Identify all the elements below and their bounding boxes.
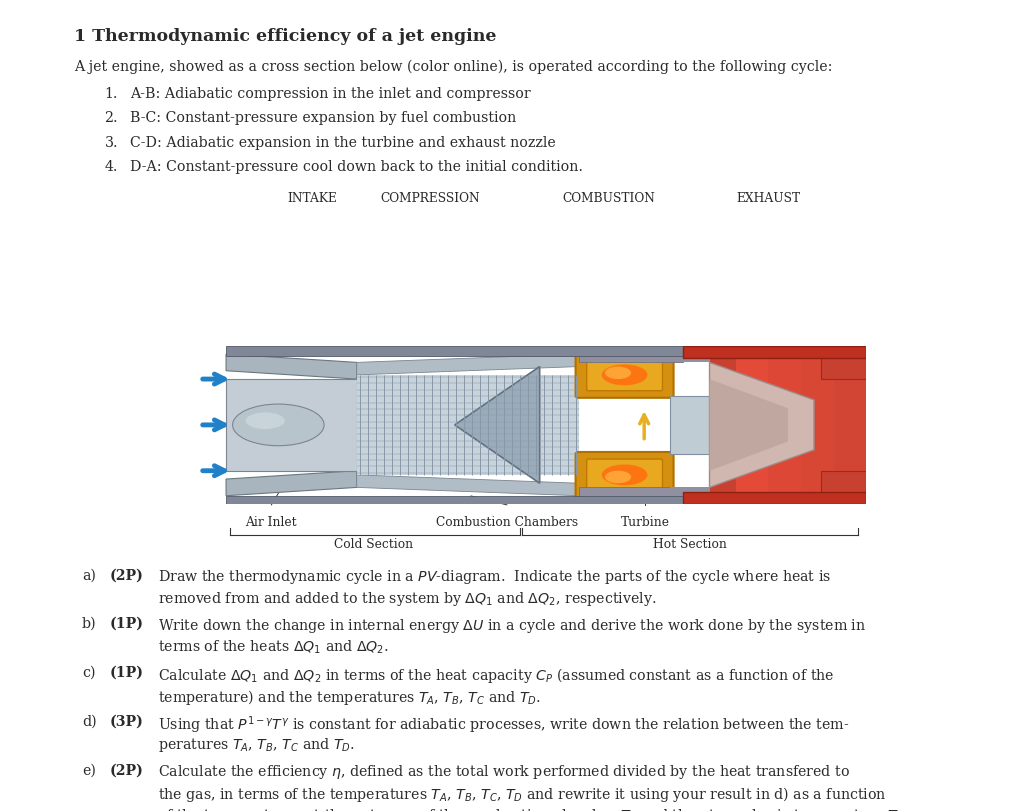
Ellipse shape bbox=[246, 413, 285, 430]
Text: (1P): (1P) bbox=[110, 665, 143, 679]
Text: the gas, in terms of the temperatures $T_A$, $T_B$, $T_C$, $T_D$ and rewrite it : the gas, in terms of the temperatures $T… bbox=[158, 784, 887, 803]
Text: b): b) bbox=[82, 616, 96, 630]
Text: Calculate $\Delta Q_1$ and $\Delta Q_2$ in terms of the heat capacity $C_P$ (ass: Calculate $\Delta Q_1$ and $\Delta Q_2$ … bbox=[158, 665, 835, 684]
Bar bbox=[226, 346, 683, 357]
Bar bbox=[820, 471, 866, 504]
Text: C-D: Adiabatic expansion in the turbine and exhaust nozzle: C-D: Adiabatic expansion in the turbine … bbox=[130, 135, 556, 149]
Bar bbox=[834, 346, 866, 504]
Text: Turbine: Turbine bbox=[621, 515, 670, 528]
Bar bbox=[671, 397, 710, 454]
Text: A-B: Adiabatic compression in the inlet and compressor: A-B: Adiabatic compression in the inlet … bbox=[130, 87, 530, 101]
Bar bbox=[710, 346, 893, 504]
Text: c): c) bbox=[82, 665, 95, 679]
Text: INTAKE: INTAKE bbox=[288, 192, 337, 205]
Ellipse shape bbox=[605, 471, 631, 483]
Text: (2P): (2P) bbox=[110, 762, 143, 776]
Text: 4.: 4. bbox=[104, 160, 118, 174]
Text: Cold Section: Cold Section bbox=[334, 538, 414, 551]
Text: COMBUSTION: COMBUSTION bbox=[563, 192, 655, 205]
Text: Calculate the efficiency $\eta$, defined as the total work performed divided by : Calculate the efficiency $\eta$, defined… bbox=[158, 762, 850, 780]
Polygon shape bbox=[356, 475, 579, 496]
Text: (1P): (1P) bbox=[110, 616, 143, 630]
Bar bbox=[683, 496, 866, 504]
Text: (2P): (2P) bbox=[110, 568, 143, 581]
Ellipse shape bbox=[605, 367, 631, 380]
Text: a): a) bbox=[82, 568, 96, 581]
Polygon shape bbox=[710, 363, 814, 487]
Bar bbox=[579, 353, 683, 363]
FancyBboxPatch shape bbox=[575, 453, 674, 498]
Bar bbox=[820, 346, 866, 380]
FancyBboxPatch shape bbox=[587, 359, 663, 391]
Ellipse shape bbox=[602, 365, 647, 386]
Bar bbox=[683, 492, 866, 504]
Text: 1 Thermodynamic efficiency of a jet engine: 1 Thermodynamic efficiency of a jet engi… bbox=[74, 28, 497, 45]
Text: 1.: 1. bbox=[104, 87, 118, 101]
FancyBboxPatch shape bbox=[587, 460, 663, 491]
Polygon shape bbox=[226, 471, 356, 496]
Bar bbox=[683, 346, 866, 357]
Text: Hot Section: Hot Section bbox=[653, 538, 727, 551]
Bar bbox=[226, 496, 683, 504]
Bar bbox=[226, 380, 356, 471]
Text: peratures $T_A$, $T_B$, $T_C$ and $T_D$.: peratures $T_A$, $T_B$, $T_C$ and $T_D$. bbox=[158, 736, 355, 753]
Text: 2.: 2. bbox=[104, 111, 118, 125]
Polygon shape bbox=[356, 354, 579, 375]
Bar bbox=[579, 487, 683, 498]
Text: 3.: 3. bbox=[104, 135, 118, 149]
Text: removed from and added to the system by $\Delta Q_1$ and $\Delta Q_2$, respectiv: removed from and added to the system by … bbox=[158, 590, 656, 607]
Text: Draw the thermodynamic cycle in a $\mathit{PV}$-diagram.  Indicate the parts of : Draw the thermodynamic cycle in a $\math… bbox=[158, 568, 830, 586]
Polygon shape bbox=[710, 380, 787, 471]
Text: B-C: Constant-pressure expansion by fuel combustion: B-C: Constant-pressure expansion by fuel… bbox=[130, 111, 516, 125]
Ellipse shape bbox=[232, 405, 324, 446]
Ellipse shape bbox=[602, 465, 647, 486]
Bar bbox=[735, 346, 768, 504]
Text: Air Inlet: Air Inlet bbox=[246, 515, 297, 528]
Bar bbox=[356, 375, 579, 475]
Text: terms of the heats $\Delta Q_1$ and $\Delta Q_2$.: terms of the heats $\Delta Q_1$ and $\De… bbox=[158, 638, 388, 655]
Bar bbox=[671, 487, 723, 498]
Text: EXHAUST: EXHAUST bbox=[736, 192, 800, 205]
Text: (3P): (3P) bbox=[110, 714, 143, 727]
Bar bbox=[801, 346, 834, 504]
Bar bbox=[768, 346, 801, 504]
Text: temperature) and the temperatures $T_A$, $T_B$, $T_C$ and $T_D$.: temperature) and the temperatures $T_A$,… bbox=[158, 687, 541, 706]
Text: Combustion Chambers: Combustion Chambers bbox=[436, 515, 578, 528]
Text: e): e) bbox=[82, 762, 96, 776]
Text: Using that $P^{1-\gamma}T^{\gamma}$ is constant for adiabatic processes, write d: Using that $P^{1-\gamma}T^{\gamma}$ is c… bbox=[158, 714, 849, 736]
Bar bbox=[671, 353, 723, 363]
Text: of the temperatures at the entrance of the combustion chamber $T_B$ and the atmo: of the temperatures at the entrance of t… bbox=[158, 806, 904, 811]
Text: Write down the change in internal energy $\Delta U$ in a cycle and derive the wo: Write down the change in internal energy… bbox=[158, 616, 866, 634]
FancyBboxPatch shape bbox=[575, 353, 674, 398]
Text: D-A: Constant-pressure cool down back to the initial condition.: D-A: Constant-pressure cool down back to… bbox=[130, 160, 583, 174]
Text: A jet engine, showed as a cross section below (color online), is operated accord: A jet engine, showed as a cross section … bbox=[74, 59, 833, 74]
Polygon shape bbox=[455, 367, 540, 483]
Text: COMPRESSION: COMPRESSION bbox=[380, 192, 480, 205]
Text: d): d) bbox=[82, 714, 96, 727]
Bar bbox=[683, 346, 866, 358]
Polygon shape bbox=[226, 354, 356, 380]
